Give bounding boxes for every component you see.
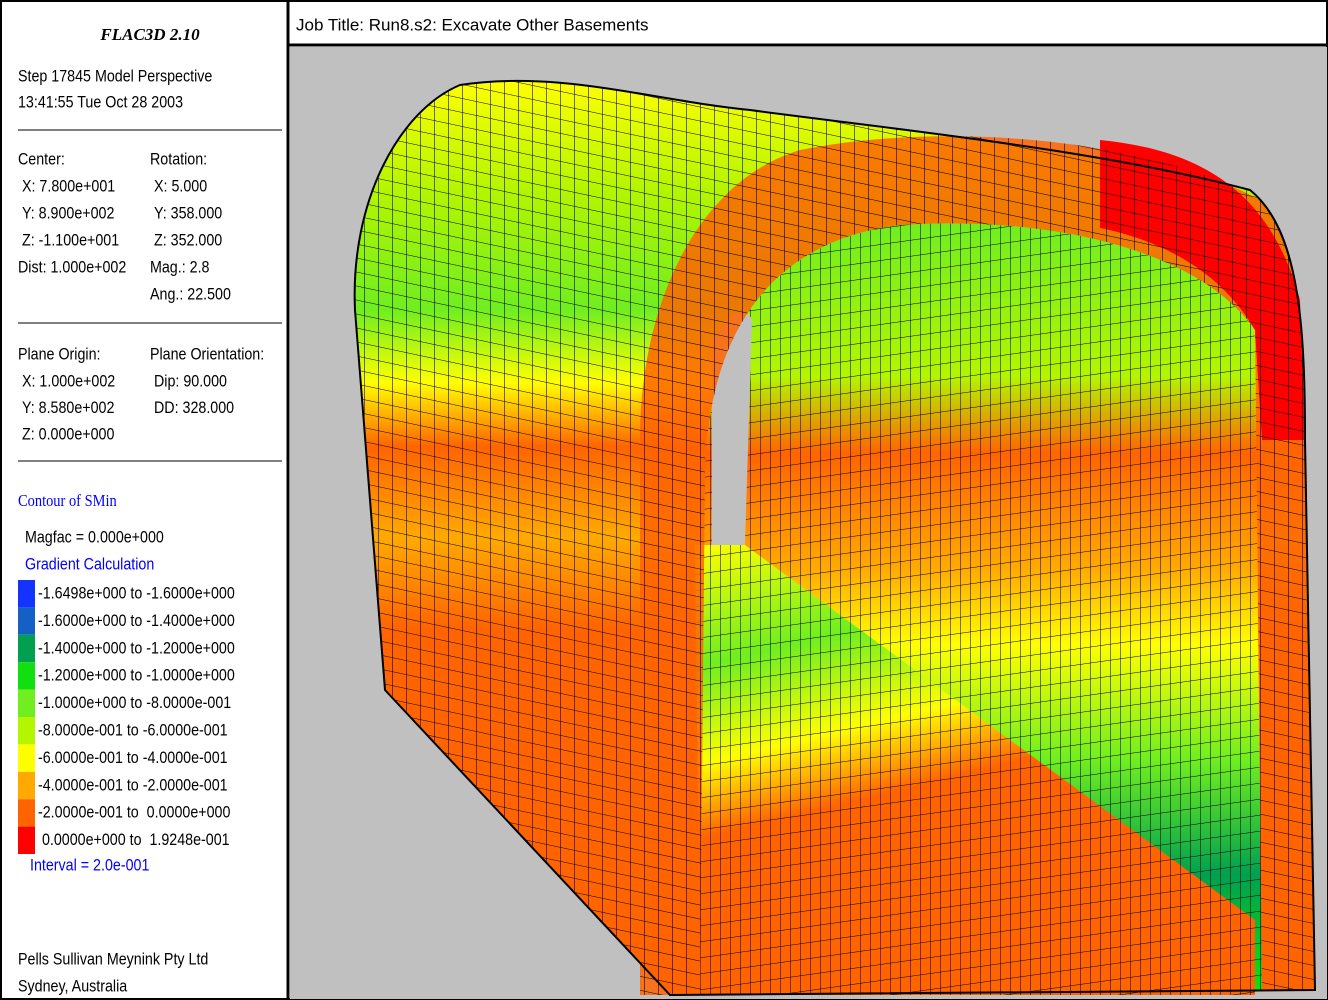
legend-label: -1.4000e+000 to -1.2000e+000 (38, 639, 235, 657)
gradient-method: Gradient Calculation (25, 555, 154, 573)
footer-line: Pells Sullivan Meynink Pty Ltd (18, 950, 208, 968)
center-value: Y: 8.900e+002 (22, 204, 114, 222)
step-info: Step 17845 Model Perspective (18, 67, 213, 85)
page: Step 17845 Model Perspective 13:41:55 Tue… (0, 0, 1328, 1000)
legend-label: -8.0000e-001 to -6.0000e-001 (38, 721, 228, 739)
plane-origin-value: Z: 0.000e+000 (22, 425, 115, 443)
rotation-value: X: 5.000 (154, 177, 207, 195)
legend-label: 0.0000e+000 to 1.9248e-001 (38, 831, 230, 849)
rotation-label: Rotation: (150, 150, 207, 168)
rotation-value: Z: 352.000 (154, 231, 222, 249)
legend-label: -4.0000e-001 to -2.0000e-001 (38, 776, 228, 794)
legend-swatch (18, 827, 35, 854)
legend-swatch (18, 580, 35, 607)
legend-label: -6.0000e-001 to -4.0000e-001 (38, 749, 228, 767)
program-title: FLAC3D 2.10 (99, 25, 200, 44)
legend-label: -1.2000e+000 to -1.0000e+000 (38, 667, 235, 685)
legend-label: -1.0000e+000 to -8.0000e-001 (38, 694, 231, 712)
legend-swatch (18, 607, 35, 634)
plane-origin-label: Plane Origin: (18, 345, 100, 363)
center-value: Z: -1.100e+001 (22, 231, 119, 249)
legend-label: -2.0000e-001 to 0.0000e+000 (38, 804, 231, 822)
legend-swatch (18, 717, 35, 744)
center-value: Dist: 1.000e+002 (18, 258, 126, 276)
interval: Interval = 2.0e-001 (30, 856, 149, 874)
footer-line: Sydney, Australia (18, 977, 127, 995)
legend-label: -1.6498e+000 to -1.6000e+000 (38, 584, 235, 602)
legend-label: -1.6000e+000 to -1.4000e+000 (38, 612, 235, 630)
plane-origin-value: X: 1.000e+002 (22, 372, 115, 390)
rotation-value: Mag.: 2.8 (150, 258, 210, 276)
legend-swatch (18, 772, 35, 799)
magfac: Magfac = 0.000e+000 (25, 528, 164, 546)
job-title: Job Title: Run8.s2: Excavate Other Basem… (296, 15, 648, 34)
legend-swatch (18, 635, 35, 662)
contour-title: Contour of SMin (18, 492, 117, 510)
legend-swatch (18, 662, 35, 689)
timestamp: 13:41:55 Tue Oct 28 2003 (18, 93, 183, 111)
rotation-value: Ang.: 22.500 (150, 285, 231, 303)
rotation-value: Y: 358.000 (154, 204, 222, 222)
center-value: X: 7.800e+001 (22, 177, 115, 195)
flac-window: Step 17845 Model Perspective 13:41:55 Tue… (0, 0, 1328, 1000)
plane-origin-value: Y: 8.580e+002 (22, 399, 114, 417)
plane-orientation-label: Plane Orientation: (150, 345, 264, 363)
legend-swatch (18, 799, 35, 826)
plane-orientation-value: DD: 328.000 (154, 399, 234, 417)
plane-orientation-value: Dip: 90.000 (154, 372, 227, 390)
center-label: Center: (18, 150, 65, 168)
legend-swatch (18, 690, 35, 717)
legend-swatch (18, 744, 35, 771)
